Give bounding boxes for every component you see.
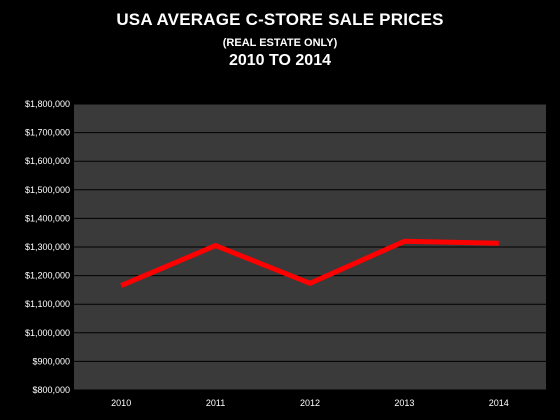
chart-date-range: 2010 TO 2014: [228, 52, 331, 69]
chart-subtitle: (REAL ESTATE ONLY): [222, 37, 338, 49]
y-tick-label: $1,000,000: [25, 328, 70, 338]
chart-title: USA AVERAGE C-STORE SALE PRICES: [116, 10, 444, 29]
x-tick-label: 2011: [206, 398, 225, 408]
y-tick-label: $1,700,000: [25, 128, 70, 138]
x-axis-labels: 2010 2011 2012 2013 2014: [111, 398, 509, 408]
x-tick-label: 2014: [489, 398, 509, 408]
y-tick-label: $1,400,000: [25, 213, 70, 223]
y-axis-labels: $800,000 $900,000 $1,000,000 $1,100,000 $1,2…: [25, 99, 70, 395]
x-tick-label: 2013: [394, 398, 414, 408]
series-group: [120, 238, 499, 288]
y-tick-label: $1,600,000: [25, 156, 70, 166]
y-tick-label: $1,200,000: [25, 271, 70, 281]
y-tick-label: $800,000: [32, 385, 70, 395]
y-tick-label: $1,300,000: [25, 242, 70, 252]
y-tick-label: $1,500,000: [25, 185, 70, 195]
x-tick-label: 2010: [111, 398, 131, 408]
y-tick-label: $1,800,000: [25, 99, 70, 109]
gridlines: [74, 103, 546, 391]
series-line: [120, 238, 499, 288]
y-tick-label: $900,000: [32, 356, 70, 366]
x-tick-label: 2012: [300, 398, 320, 408]
y-tick-label: $1,100,000: [25, 299, 70, 309]
